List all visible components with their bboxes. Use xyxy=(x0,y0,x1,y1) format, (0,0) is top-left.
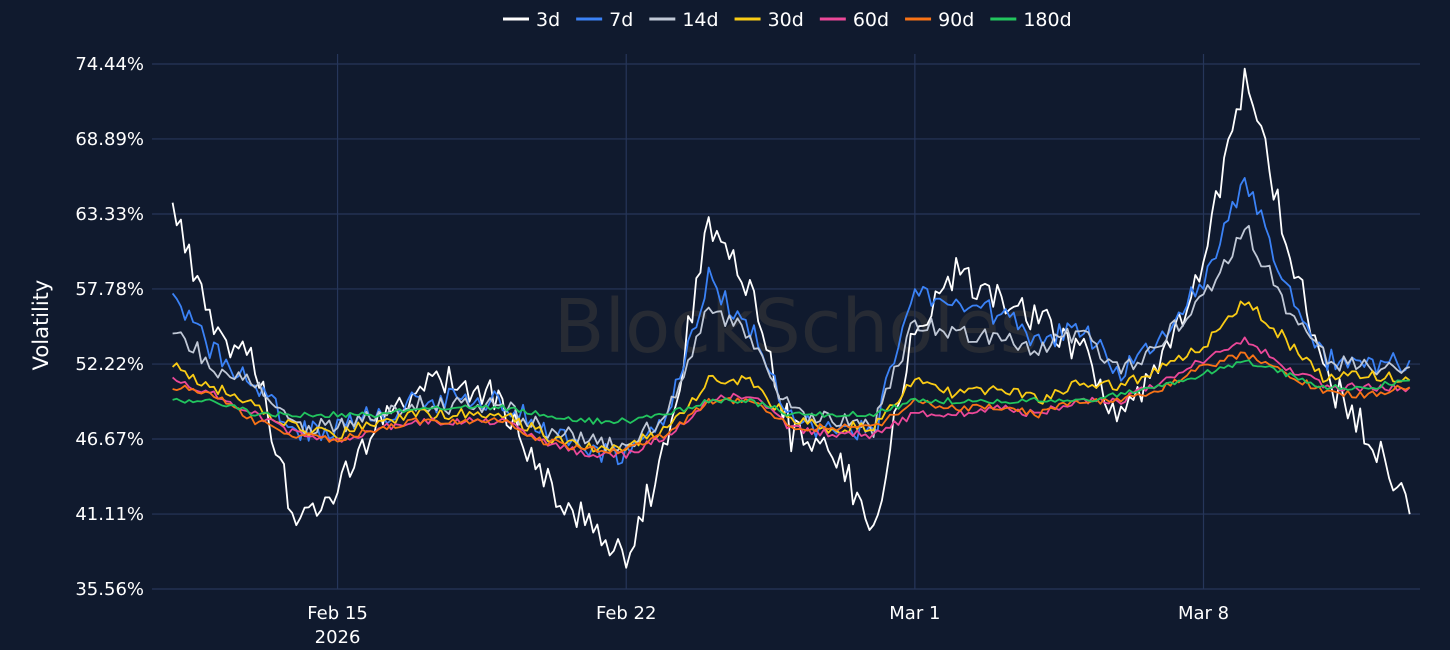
y-axis: 35.56% 41.11% 46.67% 52.22% 57.78% 63.33% 68.8… xyxy=(75,54,144,600)
y-tick-label: 74.44% xyxy=(75,54,144,75)
legend-label: 7d xyxy=(609,9,633,31)
y-tick-label: 63.33% xyxy=(75,204,144,225)
series-lines xyxy=(171,67,1411,569)
legend-item-90d[interactable]: 90d xyxy=(905,9,974,31)
legend-item-180d[interactable]: 180d xyxy=(990,9,1072,31)
x-tick-label: Feb 22 xyxy=(596,603,657,624)
x-tick-label: Mar 8 xyxy=(1178,603,1229,624)
legend[interactable]: 3d 7d 14d 30d 60d 90d 180d xyxy=(503,9,1072,31)
y-tick-label: 57.78% xyxy=(75,279,144,300)
y-tick-label: 52.22% xyxy=(75,354,144,375)
legend-item-14d[interactable]: 14d xyxy=(649,9,719,31)
x-tick-label: Feb 15 xyxy=(307,603,368,624)
series-line-180d xyxy=(172,359,1410,425)
series-line-30d xyxy=(171,300,1411,453)
y-axis-title: Volatility xyxy=(29,280,53,371)
y-tick-label: 68.89% xyxy=(75,129,144,150)
y-tick-label: 46.67% xyxy=(75,429,144,450)
legend-label: 90d xyxy=(938,9,974,31)
legend-item-30d[interactable]: 30d xyxy=(734,9,804,31)
series-line-90d xyxy=(172,351,1411,455)
y-tick-label: 41.11% xyxy=(75,504,144,525)
legend-label: 180d xyxy=(1023,9,1071,31)
series-line-7d xyxy=(171,177,1411,466)
x-axis: Feb 15 2026 Feb 22 Mar 1 Mar 8 xyxy=(307,603,1229,648)
watermark: BlockScholes xyxy=(554,284,1039,370)
x-tick-label: Mar 1 xyxy=(889,603,940,624)
legend-item-7d[interactable]: 7d xyxy=(576,9,633,31)
x-tick-sublabel: 2026 xyxy=(315,627,361,648)
legend-label: 60d xyxy=(853,9,889,31)
legend-label: 30d xyxy=(768,9,804,31)
legend-label: 3d xyxy=(536,9,560,31)
watermark-text: BlockScholes xyxy=(554,284,1039,370)
legend-item-60d[interactable]: 60d xyxy=(819,9,889,31)
series-line-14d xyxy=(172,224,1410,453)
legend-item-3d[interactable]: 3d xyxy=(503,9,560,31)
legend-label: 14d xyxy=(682,9,718,31)
y-tick-label: 35.56% xyxy=(75,579,144,600)
